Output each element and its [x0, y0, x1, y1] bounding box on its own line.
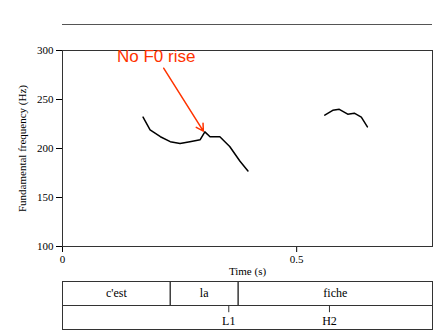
svg-text:0.5: 0.5 — [290, 253, 304, 265]
svg-text:250: 250 — [37, 93, 54, 105]
svg-text:300: 300 — [37, 44, 54, 56]
svg-text:0: 0 — [60, 253, 66, 265]
svg-text:Time (s): Time (s) — [229, 265, 267, 278]
svg-text:Fundamental frequency (Hz): Fundamental frequency (Hz) — [16, 85, 29, 212]
svg-text:L1: L1 — [222, 314, 235, 328]
svg-text:200: 200 — [37, 142, 54, 154]
svg-text:c'est: c'est — [106, 286, 127, 300]
svg-text:fiche: fiche — [323, 286, 347, 300]
svg-text:No F0 rise: No F0 rise — [117, 47, 195, 66]
svg-text:100: 100 — [37, 240, 54, 252]
svg-text:la: la — [200, 286, 209, 300]
svg-text:H2: H2 — [322, 314, 337, 328]
svg-text:150: 150 — [37, 191, 54, 203]
